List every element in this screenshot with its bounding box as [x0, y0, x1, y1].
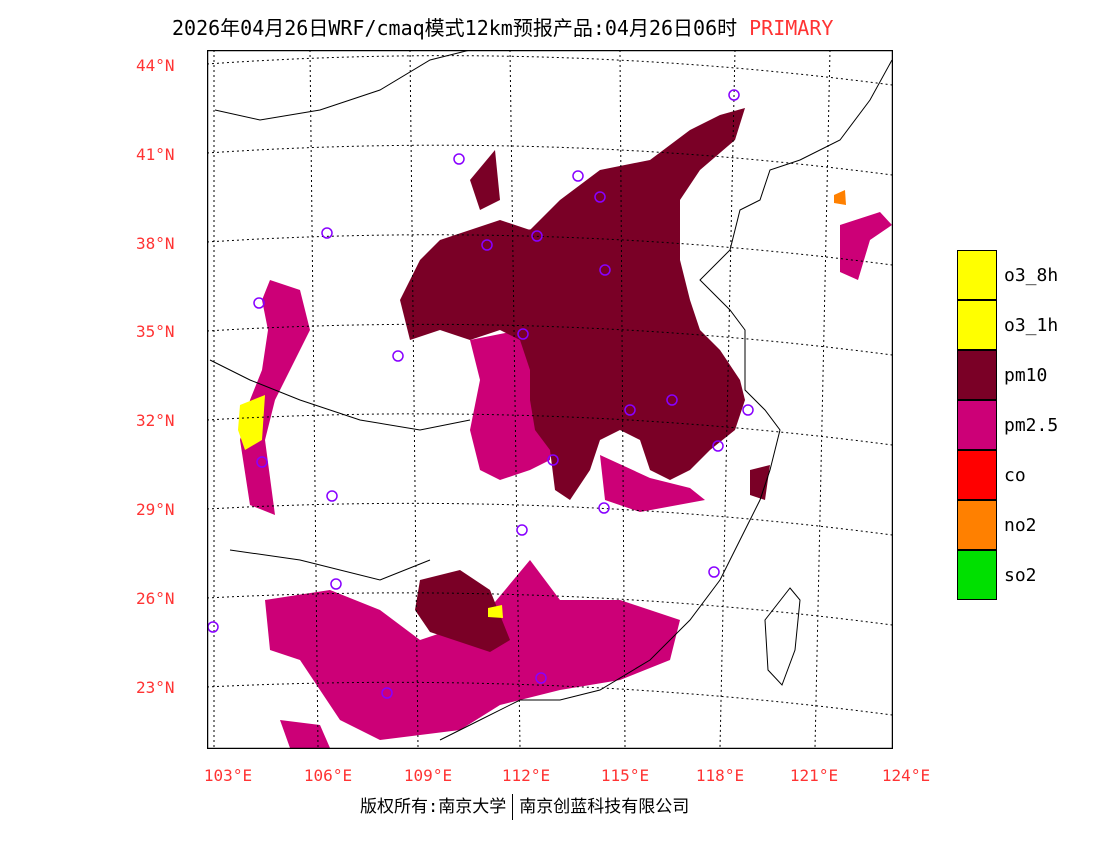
lon-label: 124°E: [881, 766, 931, 785]
legend-label: pm2.5: [1004, 415, 1059, 436]
taiwan: [764, 587, 801, 686]
city-marker: [392, 350, 404, 362]
legend-item-pm10: pm10: [957, 350, 1047, 400]
city-marker: [624, 404, 636, 416]
legend-item-co: co: [957, 450, 1026, 500]
city-marker: [594, 191, 606, 203]
legend-label: pm10: [1004, 365, 1048, 386]
city-marker: [207, 621, 219, 633]
copyright-right: 南京创蓝科技有限公司: [519, 797, 690, 817]
lon-label: 109°E: [403, 766, 453, 785]
lat-label: 29°N: [136, 500, 175, 519]
city-marker: [728, 89, 740, 101]
legend-item-so2: so2: [957, 550, 1037, 600]
city-marker: [516, 524, 528, 536]
city-marker: [481, 239, 493, 251]
legend-label: no2: [1004, 515, 1037, 536]
city-marker: [326, 490, 338, 502]
o3-areas: [238, 395, 503, 618]
city-marker: [531, 230, 543, 242]
lon-label: 121°E: [789, 766, 839, 785]
city-marker: [708, 566, 720, 578]
legend-label: co: [1004, 465, 1026, 486]
city-marker: [712, 440, 724, 452]
lon-label: 118°E: [695, 766, 745, 785]
lat-label: 41°N: [136, 145, 175, 164]
lon-label: 115°E: [600, 766, 650, 785]
lon-label: 106°E: [303, 766, 353, 785]
city-marker: [453, 153, 465, 165]
legend-label: o3_8h: [1004, 265, 1059, 286]
lon-label: 103°E: [203, 766, 253, 785]
lat-label: 35°N: [136, 322, 175, 341]
map-frame: [207, 50, 893, 749]
no2-area: [834, 190, 846, 205]
lat-label: 38°N: [136, 234, 175, 253]
lat-label: 32°N: [136, 411, 175, 430]
pollutant-map: [207, 50, 893, 749]
lat-label: 44°N: [136, 56, 175, 75]
legend-label: so2: [1004, 565, 1037, 586]
city-marker: [598, 502, 610, 514]
city-markers: [207, 89, 754, 699]
city-marker: [742, 404, 754, 416]
city-marker: [535, 672, 547, 684]
city-marker: [517, 328, 529, 340]
lon-label: 112°E: [501, 766, 551, 785]
title-text: 2026年04月26日WRF/cmaq模式12km预报产品:04月26日06时: [172, 16, 738, 40]
legend-item-no2: no2: [957, 500, 1037, 550]
legend-label: o3_1h: [1004, 315, 1059, 336]
title-mode: PRIMARY: [749, 16, 834, 40]
legend-item-o3_8h: o3_8h: [957, 250, 1058, 300]
copyright-left: 版权所有:南京大学: [360, 797, 507, 817]
legend-item-pm25: pm2.5: [957, 400, 1058, 450]
city-marker: [253, 297, 265, 309]
city-marker: [547, 454, 559, 466]
divider: [512, 794, 514, 820]
lat-label: 26°N: [136, 589, 175, 608]
legend-item-o3_1h: o3_1h: [957, 300, 1058, 350]
city-marker: [381, 687, 393, 699]
city-marker: [321, 227, 333, 239]
city-marker: [599, 264, 611, 276]
map-title: 2026年04月26日WRF/cmaq模式12km预报产品:04月26日06时 P…: [172, 12, 833, 41]
lat-label: 23°N: [136, 678, 175, 697]
city-marker: [666, 394, 678, 406]
city-marker: [256, 456, 268, 468]
coastline: [209, 50, 893, 741]
city-marker: [572, 170, 584, 182]
city-marker: [330, 578, 342, 590]
copyright-footer: 版权所有:南京大学 南京创蓝科技有限公司: [360, 792, 689, 820]
pm10-areas: [400, 108, 770, 652]
legend: o3_8h o3_1h pm10 pm2.5 co no2 so2: [957, 250, 1058, 600]
